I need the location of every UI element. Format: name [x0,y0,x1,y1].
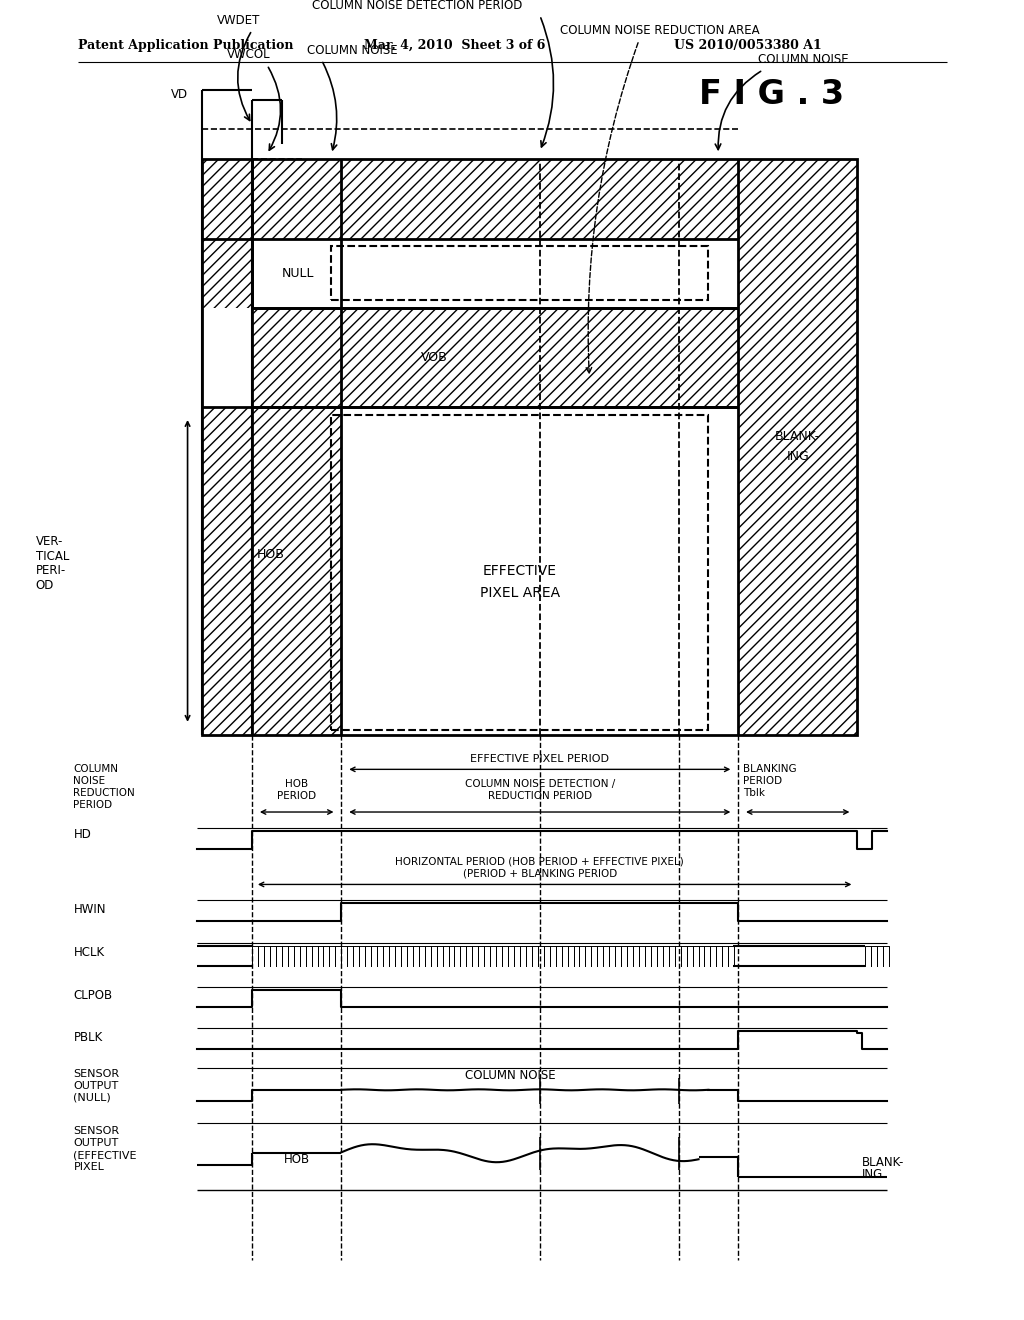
Text: VD: VD [170,88,187,102]
Text: COLUMN NOISE: COLUMN NOISE [758,53,849,66]
Text: (PERIOD + BLANKING PERIOD: (PERIOD + BLANKING PERIOD [463,869,616,879]
Text: F I G . 3: F I G . 3 [698,78,844,111]
Text: PERI-: PERI- [36,565,66,577]
Text: HWIN: HWIN [74,903,105,916]
Text: VWCOL: VWCOL [227,49,271,62]
Bar [203,407,252,735]
Text: US 2010/0053380 A1: US 2010/0053380 A1 [674,38,821,51]
Text: COLUMN NOISE: COLUMN NOISE [306,44,397,57]
Bar [252,160,738,239]
Text: PIXEL: PIXEL [74,1162,104,1172]
Text: CLPOB: CLPOB [74,989,113,1002]
Text: BLANKING: BLANKING [743,764,797,775]
Text: SENSOR: SENSOR [74,1069,120,1078]
Text: (NULL): (NULL) [74,1093,112,1102]
Text: VOB: VOB [421,351,447,364]
Bar [252,308,738,407]
Text: Tblk: Tblk [743,788,765,799]
Text: COLUMN NOISE REDUCTION AREA: COLUMN NOISE REDUCTION AREA [560,24,759,37]
Text: COLUMN NOISE: COLUMN NOISE [465,1069,555,1082]
Text: OUTPUT: OUTPUT [74,1138,119,1148]
Text: COLUMN: COLUMN [74,764,119,775]
Text: BLANK-: BLANK- [862,1156,904,1168]
Text: HOB: HOB [257,548,285,561]
Text: VWDET: VWDET [217,13,261,26]
Bar [252,407,341,735]
Bar [252,239,738,308]
Text: Mar. 4, 2010  Sheet 3 of 6: Mar. 4, 2010 Sheet 3 of 6 [365,38,546,51]
Text: REDUCTION: REDUCTION [74,788,135,799]
Bar [341,407,738,735]
Text: PERIOD: PERIOD [278,791,316,801]
Bar [332,247,709,300]
Text: OD: OD [36,579,54,593]
Text: ING: ING [786,450,809,463]
Text: Patent Application Publication: Patent Application Publication [79,38,294,51]
Bar [203,160,857,735]
Text: VER-: VER- [36,535,63,548]
Text: ING: ING [862,1168,884,1180]
Text: PIXEL AREA: PIXEL AREA [480,586,560,599]
Text: HOB: HOB [285,779,308,789]
Bar [332,416,709,730]
Text: PERIOD: PERIOD [743,776,782,787]
Text: SENSOR: SENSOR [74,1126,120,1137]
Text: OUTPUT: OUTPUT [74,1081,119,1090]
Bar [738,160,857,735]
Text: EFFECTIVE: EFFECTIVE [483,564,557,578]
Text: HCLK: HCLK [74,946,104,960]
Text: HD: HD [74,829,91,841]
Text: NULL: NULL [282,267,314,280]
Text: HOB: HOB [284,1152,310,1166]
Text: PERIOD: PERIOD [74,800,113,810]
Text: BLANK-: BLANK- [775,430,820,444]
Text: NOISE: NOISE [74,776,105,787]
Text: TICAL: TICAL [36,549,70,562]
Text: COLUMN NOISE DETECTION PERIOD: COLUMN NOISE DETECTION PERIOD [311,0,522,12]
Text: COLUMN NOISE DETECTION /: COLUMN NOISE DETECTION / [465,779,614,789]
Bar [203,160,252,308]
Text: HORIZONTAL PERIOD (HOB PERIOD + EFFECTIVE PIXEL): HORIZONTAL PERIOD (HOB PERIOD + EFFECTIV… [395,857,684,867]
Text: (EFFECTIVE: (EFFECTIVE [74,1150,137,1160]
Text: REDUCTION PERIOD: REDUCTION PERIOD [487,791,592,801]
Text: EFFECTIVE PIXEL PERIOD: EFFECTIVE PIXEL PERIOD [470,755,609,764]
Text: PBLK: PBLK [74,1031,102,1044]
